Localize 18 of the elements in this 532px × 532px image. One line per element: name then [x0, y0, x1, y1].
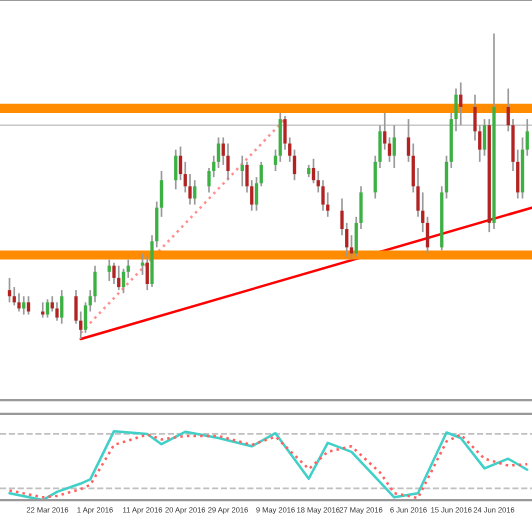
candlestick: [93, 264, 97, 304]
candlestick: [226, 142, 230, 182]
candlestick: [112, 261, 116, 285]
candlestick: [117, 264, 121, 291]
candlestick: [12, 286, 16, 307]
candlestick: [193, 179, 197, 206]
candlestick: [41, 301, 45, 319]
candlestick: [107, 258, 111, 282]
candlestick: [26, 295, 31, 316]
candlestick: [60, 289, 64, 325]
candlestick: [22, 295, 26, 316]
candlestick: [321, 179, 325, 212]
candlestick: [45, 298, 50, 319]
candlestick: [7, 277, 12, 304]
candlestick: [240, 154, 244, 188]
candlestick: [392, 124, 396, 169]
candlestick: [278, 112, 282, 163]
candlestick: [17, 292, 21, 313]
